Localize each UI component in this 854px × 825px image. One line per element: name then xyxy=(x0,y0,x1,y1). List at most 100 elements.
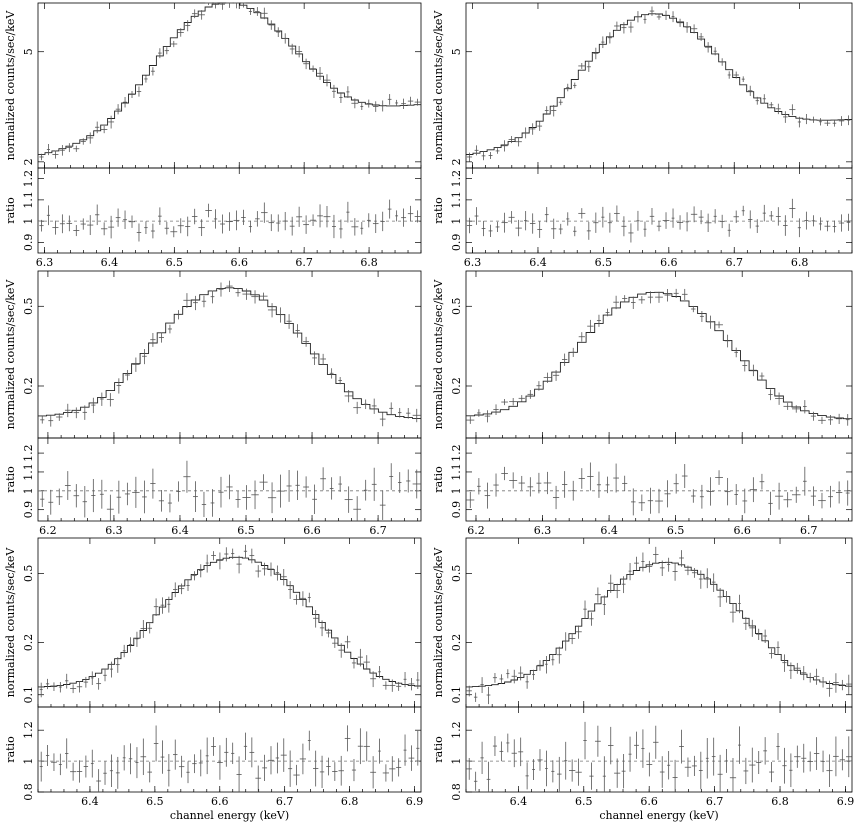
chart-panel-2: normalized counts/sec/keV ratio 6.3 6.4 6.5 6… xyxy=(432,2,853,269)
spectrum-frame xyxy=(37,270,422,439)
x-tick-label: 6.6 xyxy=(733,524,751,537)
spectrum-y-tick-label: 5 xyxy=(450,48,463,55)
spectrum-y-tick-label: 0.5 xyxy=(450,565,463,583)
spectrum-y-tick-label: 0.5 xyxy=(22,298,35,316)
x-tick-label: 6.3 xyxy=(464,256,482,269)
x-tick-label: 6.5 xyxy=(667,524,685,537)
x-tick-label: 6.6 xyxy=(660,256,678,269)
ratio-y-axis-label: ratio xyxy=(4,466,17,493)
x-tick-label: 6.7 xyxy=(800,524,818,537)
x-tick-label: 6.7 xyxy=(725,256,743,269)
spectrum-y-tick-label: 0.2 xyxy=(22,377,35,395)
ratio-y-tick-label: 1.1 xyxy=(22,463,35,481)
ratio-y-tick-label: 1.1 xyxy=(22,191,35,209)
ratio-y-tick-label: 0.9 xyxy=(22,234,35,252)
model-curve xyxy=(38,287,421,419)
ratio-y-axis-label: ratio xyxy=(432,466,445,493)
model-curve xyxy=(466,291,852,420)
x-tick-label: 6.4 xyxy=(510,795,528,808)
ratio-y-tick-label: 1 xyxy=(22,218,35,225)
ratio-frame xyxy=(37,706,422,793)
ratio-y-axis-label: ratio xyxy=(432,736,445,763)
ratio-y-tick-label: 0.9 xyxy=(22,501,35,519)
spectrum-y-axis-label: normalized counts/sec/keV xyxy=(432,279,445,430)
spectrum-y-tick-label: 0.2 xyxy=(450,377,463,395)
x-tick-label: 6.8 xyxy=(771,795,789,808)
ratio-y-tick-label: 1.2 xyxy=(450,444,463,462)
x-tick-label: 6.7 xyxy=(369,524,387,537)
ratio-y-tick-label: 0.9 xyxy=(450,501,463,519)
spectrum-y-axis-label: normalized counts/sec/keV xyxy=(4,547,17,698)
x-tick-label: 6.2 xyxy=(39,524,57,537)
ratio-y-tick-label: 1 xyxy=(22,758,35,765)
x-tick-label: 6.9 xyxy=(406,795,424,808)
ratio-y-tick-label: 1.2 xyxy=(22,721,35,739)
x-tick-label: 6.3 xyxy=(534,524,552,537)
x-tick-label: 6.5 xyxy=(575,795,593,808)
spectrum-y-tick-label: 0.1 xyxy=(22,686,35,704)
chart-panel-1: normalized counts/sec/keV ratio 6.3 6.4 6.5 6… xyxy=(4,2,422,269)
x-tick-label: 6.7 xyxy=(276,795,294,808)
ratio-y-axis-label: ratio xyxy=(432,197,445,224)
ratio-frame xyxy=(465,437,853,522)
x-tick-label: 6.6 xyxy=(303,524,321,537)
ratio-y-tick-label: 1 xyxy=(450,218,463,225)
x-axis-label: channel energy (keV) xyxy=(599,809,718,822)
x-tick-label: 6.4 xyxy=(171,524,189,537)
ratio-y-tick-label: 1.1 xyxy=(450,191,463,209)
x-tick-label: 6.6 xyxy=(640,795,658,808)
x-tick-label: 6.8 xyxy=(360,256,378,269)
spectrum-y-tick-label: 0.2 xyxy=(450,634,463,652)
ratio-y-tick-label: 1 xyxy=(450,758,463,765)
model-curve xyxy=(38,2,421,155)
x-tick-label: 6.8 xyxy=(341,795,359,808)
x-tick-label: 6.4 xyxy=(529,256,547,269)
x-tick-label: 6.3 xyxy=(36,256,54,269)
spectrum-y-axis-label: normalized counts/sec/keV xyxy=(4,279,17,430)
spectrum-y-axis-label: normalized counts/sec/keV xyxy=(4,10,17,161)
x-tick-label: 6.4 xyxy=(101,256,119,269)
x-tick-label: 6.5 xyxy=(146,795,164,808)
x-axis-label: channel energy (keV) xyxy=(170,809,289,822)
ratio-y-tick-label: 1.2 xyxy=(450,170,463,188)
ratio-y-axis-label: ratio xyxy=(4,197,17,224)
model-curve xyxy=(466,561,852,688)
x-tick-label: 6.5 xyxy=(595,256,613,269)
x-tick-label: 6.7 xyxy=(295,256,313,269)
ratio-y-tick-label: 0.9 xyxy=(450,234,463,252)
spectrum-y-tick-label: 5 xyxy=(22,48,35,55)
chart-panel-5: normalized counts/sec/keV ratio 6.4 6.5 6.6 6… xyxy=(4,537,424,822)
chart-panel-4: normalized counts/sec/keV ratio 6.2 6.3 6.4 6… xyxy=(432,270,853,537)
spectrum-y-tick-label: 0.1 xyxy=(450,686,463,704)
x-tick-label: 6.9 xyxy=(837,795,854,808)
spectrum-y-axis-label: normalized counts/sec/keV xyxy=(432,547,445,698)
ratio-y-tick-label: 1.2 xyxy=(450,721,463,739)
spectrum-y-tick-label: 0.5 xyxy=(450,298,463,316)
spectrum-y-tick-label: 0.5 xyxy=(22,565,35,583)
spectrum-frame xyxy=(37,2,422,169)
chart-panel-6: normalized counts/sec/keV ratio 6.4 6.5 6.6 6… xyxy=(432,537,854,822)
ratio-frame xyxy=(37,437,422,522)
model-curve xyxy=(466,13,852,155)
x-tick-label: 6.7 xyxy=(706,795,724,808)
spectrum-frame xyxy=(37,537,422,708)
spectrum-y-tick-label: 0.2 xyxy=(22,634,35,652)
x-tick-label: 6.5 xyxy=(237,524,255,537)
ratio-y-tick-label: 1.1 xyxy=(450,463,463,481)
spectrum-frame xyxy=(465,2,853,169)
spectrum-y-axis-label: normalized counts/sec/keV xyxy=(432,10,445,161)
x-tick-label: 6.4 xyxy=(81,795,99,808)
ratio-y-tick-label: 1 xyxy=(450,487,463,494)
x-tick-label: 6.4 xyxy=(600,524,618,537)
ratio-y-tick-label: 1.2 xyxy=(22,170,35,188)
x-tick-label: 6.6 xyxy=(230,256,248,269)
x-tick-label: 6.3 xyxy=(105,524,123,537)
ratio-y-tick-label: 1 xyxy=(22,487,35,494)
x-tick-label: 6.8 xyxy=(791,256,809,269)
x-tick-label: 6.2 xyxy=(467,524,485,537)
x-tick-label: 6.6 xyxy=(211,795,229,808)
ratio-y-tick-label: 0.8 xyxy=(450,783,463,801)
ratio-frame xyxy=(465,167,853,254)
